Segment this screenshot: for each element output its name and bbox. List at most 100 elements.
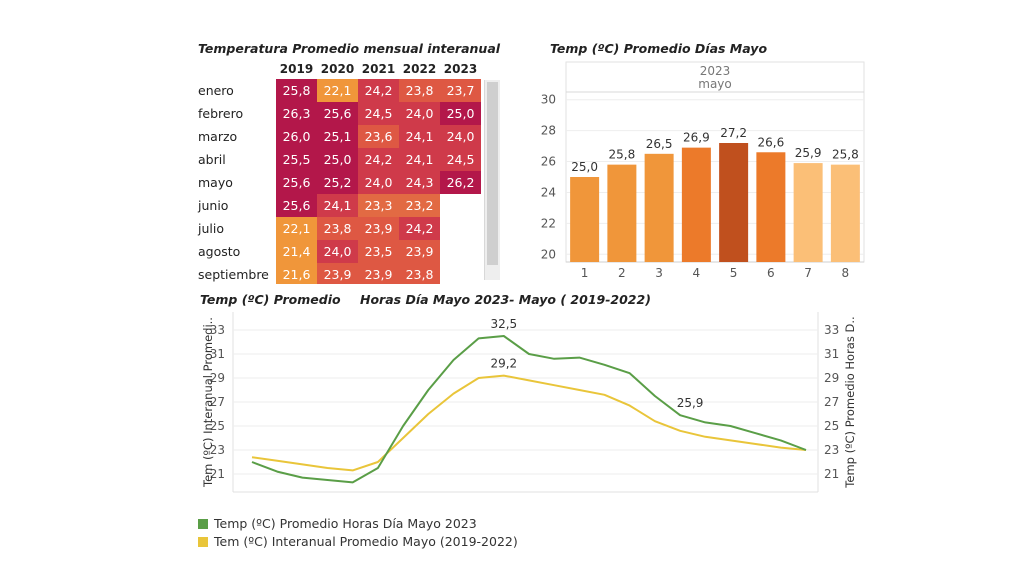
bar-value-label: 26,5 xyxy=(646,137,673,151)
bar xyxy=(570,177,600,262)
line-y-tick-left: 27 xyxy=(210,395,225,409)
bar-header-year: 2023 xyxy=(700,64,731,78)
heatmap-cell: 23,5 xyxy=(358,240,399,263)
heatmap-month-label: mayo xyxy=(198,175,233,190)
heatmap-year-2020: 2020 xyxy=(320,62,355,76)
heatmap-cell: 24,3 xyxy=(399,171,440,194)
bar-y-tick-label: 26 xyxy=(541,155,556,169)
heatmap-cell: 23,8 xyxy=(399,79,440,102)
bar xyxy=(607,164,637,262)
heatmap-year-2023: 2023 xyxy=(443,62,478,76)
heatmap-cell: 22,1 xyxy=(276,217,317,240)
bar-x-tick-label: 1 xyxy=(581,266,589,280)
bar-chart-frame xyxy=(565,61,865,263)
bar-x-tick-label: 2 xyxy=(618,266,626,280)
heatmap-cell: 25,0 xyxy=(317,148,358,171)
heatmap-scrollbar[interactable] xyxy=(484,80,500,280)
heatmap-year-2021: 2021 xyxy=(361,62,396,76)
heatmap-cell: 25,6 xyxy=(276,194,317,217)
heatmap-cell: 23,9 xyxy=(358,217,399,240)
bar xyxy=(644,153,674,262)
bar-value-label: 25,8 xyxy=(609,148,636,162)
bar xyxy=(681,147,711,262)
heatmap-cell: 23,2 xyxy=(399,194,440,217)
scrollbar-thumb[interactable] xyxy=(487,82,498,265)
heatmap-cell: 23,6 xyxy=(358,125,399,148)
heatmap-cell: 24,0 xyxy=(399,102,440,125)
heatmap-cell: 24,0 xyxy=(440,125,481,148)
heatmap-cell: 24,5 xyxy=(440,148,481,171)
bar-x-tick-label: 3 xyxy=(655,266,663,280)
line-data-label: 29,2 xyxy=(490,357,517,371)
line-y-tick-left: 23 xyxy=(210,443,225,457)
line-y-tick-right: 33 xyxy=(824,323,839,337)
line-y-axis-label-right: Temp (ºC) Promedio Horas D.. xyxy=(843,316,857,488)
line-y-axis-label-left: Tem (ºC) Interanual Promedi.. xyxy=(201,317,215,488)
line-data-label: 25,9 xyxy=(677,396,704,410)
heatmap-cell: 24,2 xyxy=(399,217,440,240)
heatmap-month-label: junio xyxy=(198,198,229,213)
heatmap-cell: 21,6 xyxy=(276,263,317,284)
line-y-tick-right: 29 xyxy=(824,371,839,385)
line-series xyxy=(251,374,807,472)
heatmap-cell: 24,2 xyxy=(358,148,399,171)
heatmap-cell: 26,2 xyxy=(440,171,481,194)
heatmap-title: Temperatura Promedio mensual interanual xyxy=(198,41,501,56)
heatmap-cell: 25,6 xyxy=(317,102,358,125)
bar-value-label: 25,8 xyxy=(832,148,859,162)
bar-y-tick-label: 28 xyxy=(541,124,556,138)
heatmap-cell: 25,5 xyxy=(276,148,317,171)
bar xyxy=(793,163,823,262)
heatmap-cell: 24,1 xyxy=(399,125,440,148)
heatmap-cell: 24,2 xyxy=(358,79,399,102)
bar-value-label: 26,6 xyxy=(758,135,785,149)
heatmap-cell: 25,2 xyxy=(317,171,358,194)
heatmap-cell: 24,0 xyxy=(358,171,399,194)
bar-chart-title: Temp (ºC) Promedio Días Mayo xyxy=(550,41,768,56)
line-y-tick-right: 31 xyxy=(824,347,839,361)
bar-value-label: 26,9 xyxy=(683,131,710,145)
heatmap-cell: 21,4 xyxy=(276,240,317,263)
heatmap-cell: 23,8 xyxy=(317,217,358,240)
heatmap-cell: 24,5 xyxy=(358,102,399,125)
bar-x-tick-label: 6 xyxy=(767,266,775,280)
heatmap-cell: 22,1 xyxy=(317,79,358,102)
heatmap-cell: 26,3 xyxy=(276,102,317,125)
heatmap-month-label: marzo xyxy=(198,129,238,144)
bar xyxy=(830,164,860,262)
legend-swatch-green xyxy=(198,519,208,529)
bar-y-tick-label: 22 xyxy=(541,216,556,230)
bar-y-tick-label: 30 xyxy=(541,93,556,107)
bar-value-label: 25,0 xyxy=(571,160,598,174)
heatmap-month-label: abril xyxy=(198,152,226,167)
line-chart-title-left: Temp (ºC) Promedio xyxy=(200,292,341,307)
heatmap-cell: 23,7 xyxy=(440,79,481,102)
line-y-tick-right: 21 xyxy=(824,467,839,481)
legend-label-yellow: Tem (ºC) Interanual Promedio Mayo (2019-… xyxy=(214,534,518,549)
line-y-tick-left: 25 xyxy=(210,419,225,433)
bar-x-tick-label: 7 xyxy=(804,266,812,280)
heatmap-cell: 23,8 xyxy=(399,263,440,284)
heatmap-cell: 24,1 xyxy=(317,194,358,217)
heatmap-cell: 24,0 xyxy=(317,240,358,263)
heatmap-cell: 23,9 xyxy=(399,240,440,263)
heatmap-month-label: febrero xyxy=(198,106,244,121)
heatmap-cell: 26,0 xyxy=(276,125,317,148)
bar xyxy=(719,143,749,262)
line-y-tick-left: 31 xyxy=(210,347,225,361)
legend-swatch-yellow xyxy=(198,537,208,547)
bar-value-label: 27,2 xyxy=(720,126,747,140)
line-chart-title-right: Horas Día Mayo 2023- Mayo ( 2019-2022) xyxy=(360,292,651,307)
line-y-tick-right: 27 xyxy=(824,395,839,409)
bar-header-month: mayo xyxy=(698,77,732,91)
heatmap-month-label: enero xyxy=(198,83,234,98)
heatmap-month-label: septiembre xyxy=(198,267,269,282)
bar-x-tick-label: 4 xyxy=(693,266,701,280)
line-y-tick-left: 33 xyxy=(210,323,225,337)
bar-value-label: 25,9 xyxy=(795,146,822,160)
bar-x-tick-label: 5 xyxy=(730,266,738,280)
line-data-label: 32,5 xyxy=(490,317,517,331)
heatmap-month-label: agosto xyxy=(198,244,241,259)
